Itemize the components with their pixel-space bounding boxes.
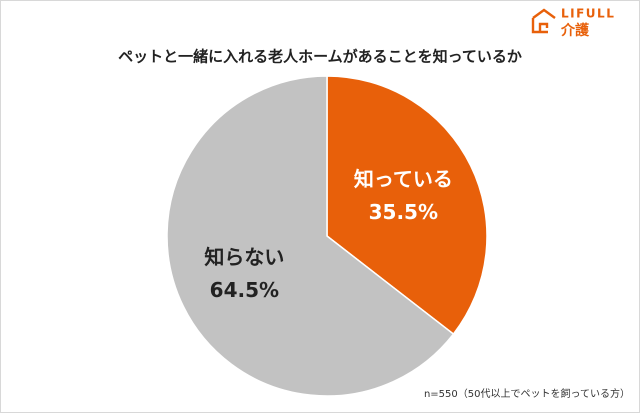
slice-label: 知っている: [354, 167, 453, 191]
logo-brand: LIFULL: [561, 7, 615, 21]
logo: LIFULL 介護: [531, 7, 615, 39]
pie-slice: [326, 75, 488, 336]
value-label: 35.5%: [369, 200, 438, 224]
logo-service: 介護: [560, 22, 590, 39]
slice-label: 知らない: [204, 245, 284, 269]
note: n=550（50代以上でペットを飼っている方）: [424, 387, 630, 400]
logo-icon: [531, 8, 556, 34]
pie-slice: [166, 75, 455, 397]
chart-title: ペットと一緒に入れる老人ホームがあることを知っているか: [118, 48, 522, 66]
value-label: 64.5%: [210, 278, 279, 302]
